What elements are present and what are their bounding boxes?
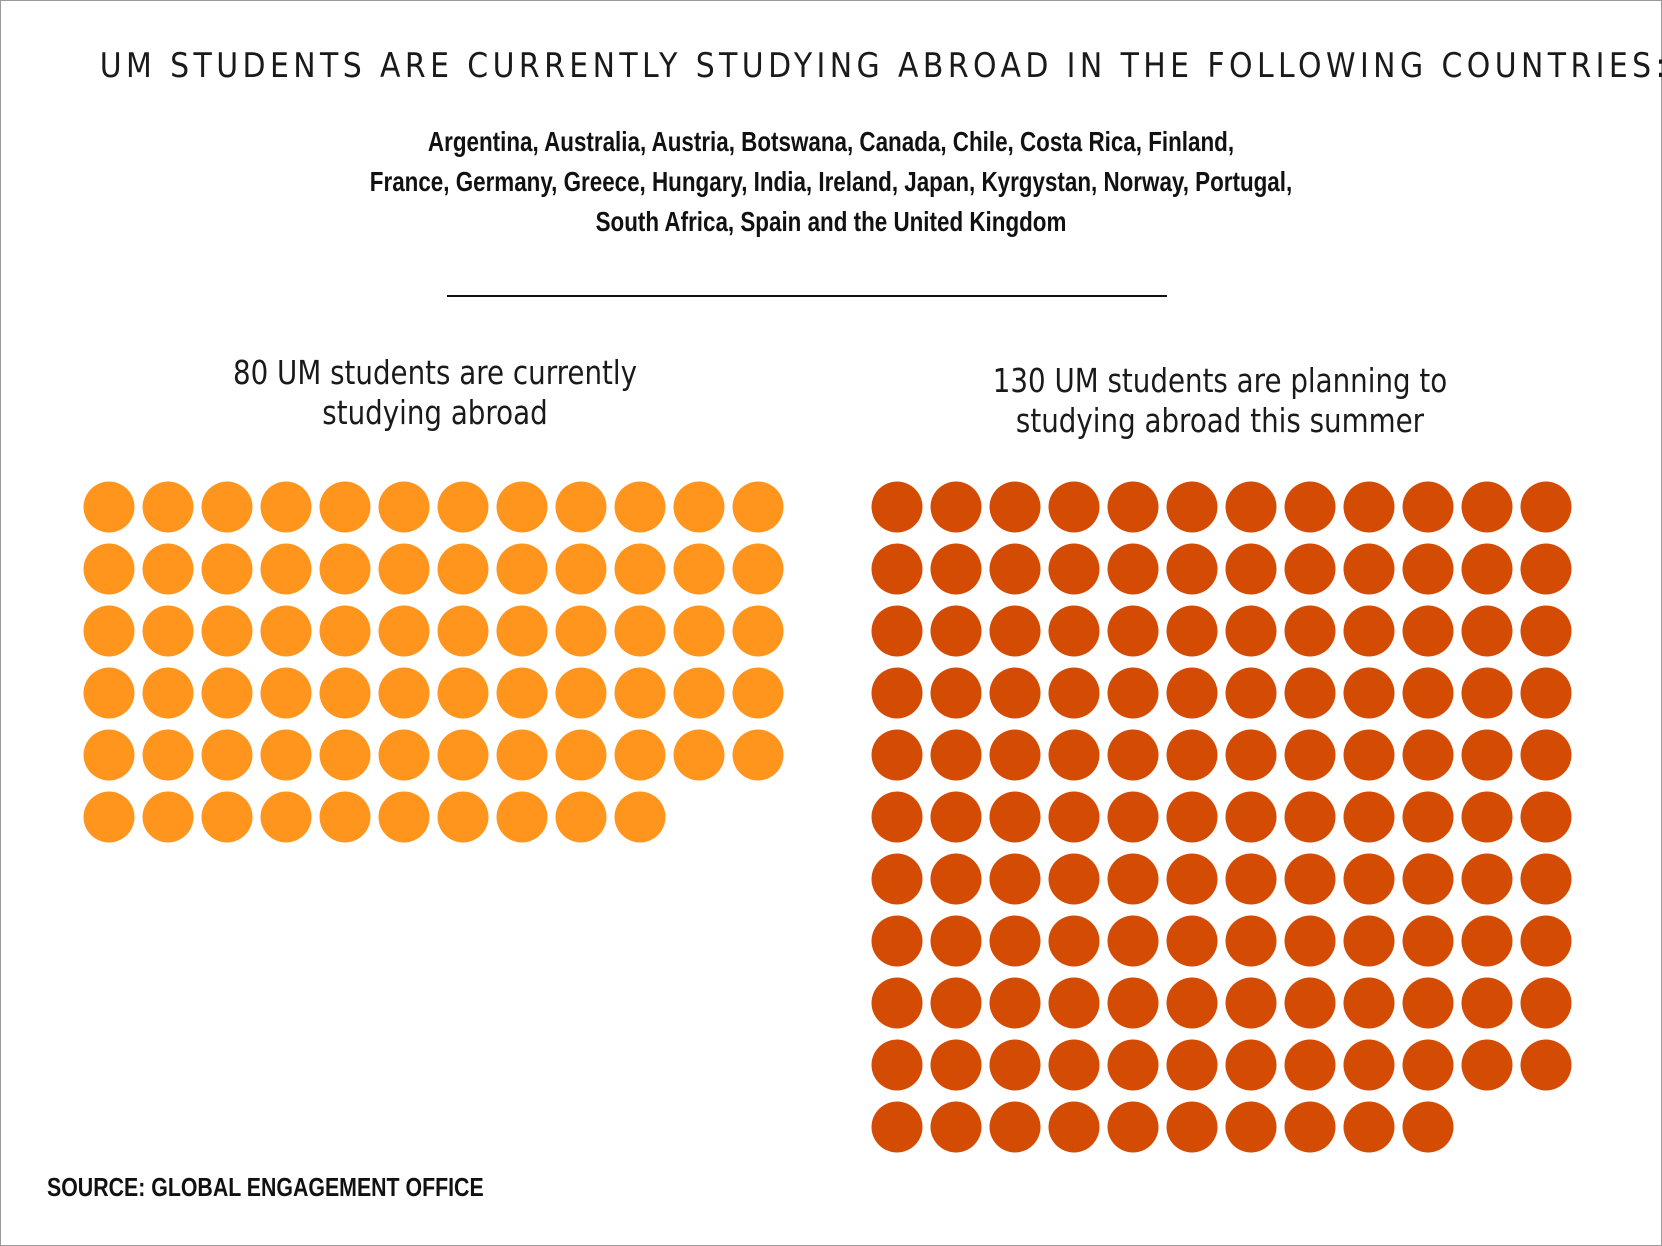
planned-students-label: 130 UM students are planning to studying… xyxy=(968,361,1472,441)
countries-line: France, Germany, Greece, Hungary, India,… xyxy=(369,166,1293,197)
current-students-label-line: studying abroad xyxy=(322,393,548,432)
countries-line: South Africa, Spain and the United Kingd… xyxy=(595,206,1067,237)
headline: UM STUDENTS ARE CURRENTLY STUDYING ABROA… xyxy=(99,46,1662,86)
source-note: SOURCE: GLOBAL ENGAGEMENT OFFICE xyxy=(47,1172,484,1202)
planned-students-label-line: 130 UM students are planning to xyxy=(992,361,1448,400)
section-divider xyxy=(447,295,1167,297)
countries-list: Argentina, Australia, Austria, Botswana,… xyxy=(0,122,1662,242)
current-students-label: 80 UM students are currently studying ab… xyxy=(183,353,687,433)
current-students-label-line: 80 UM students are currently xyxy=(232,353,638,392)
planned-students-label-line: studying abroad this summer xyxy=(1015,401,1425,440)
countries-line: Argentina, Australia, Austria, Botswana,… xyxy=(427,126,1235,157)
